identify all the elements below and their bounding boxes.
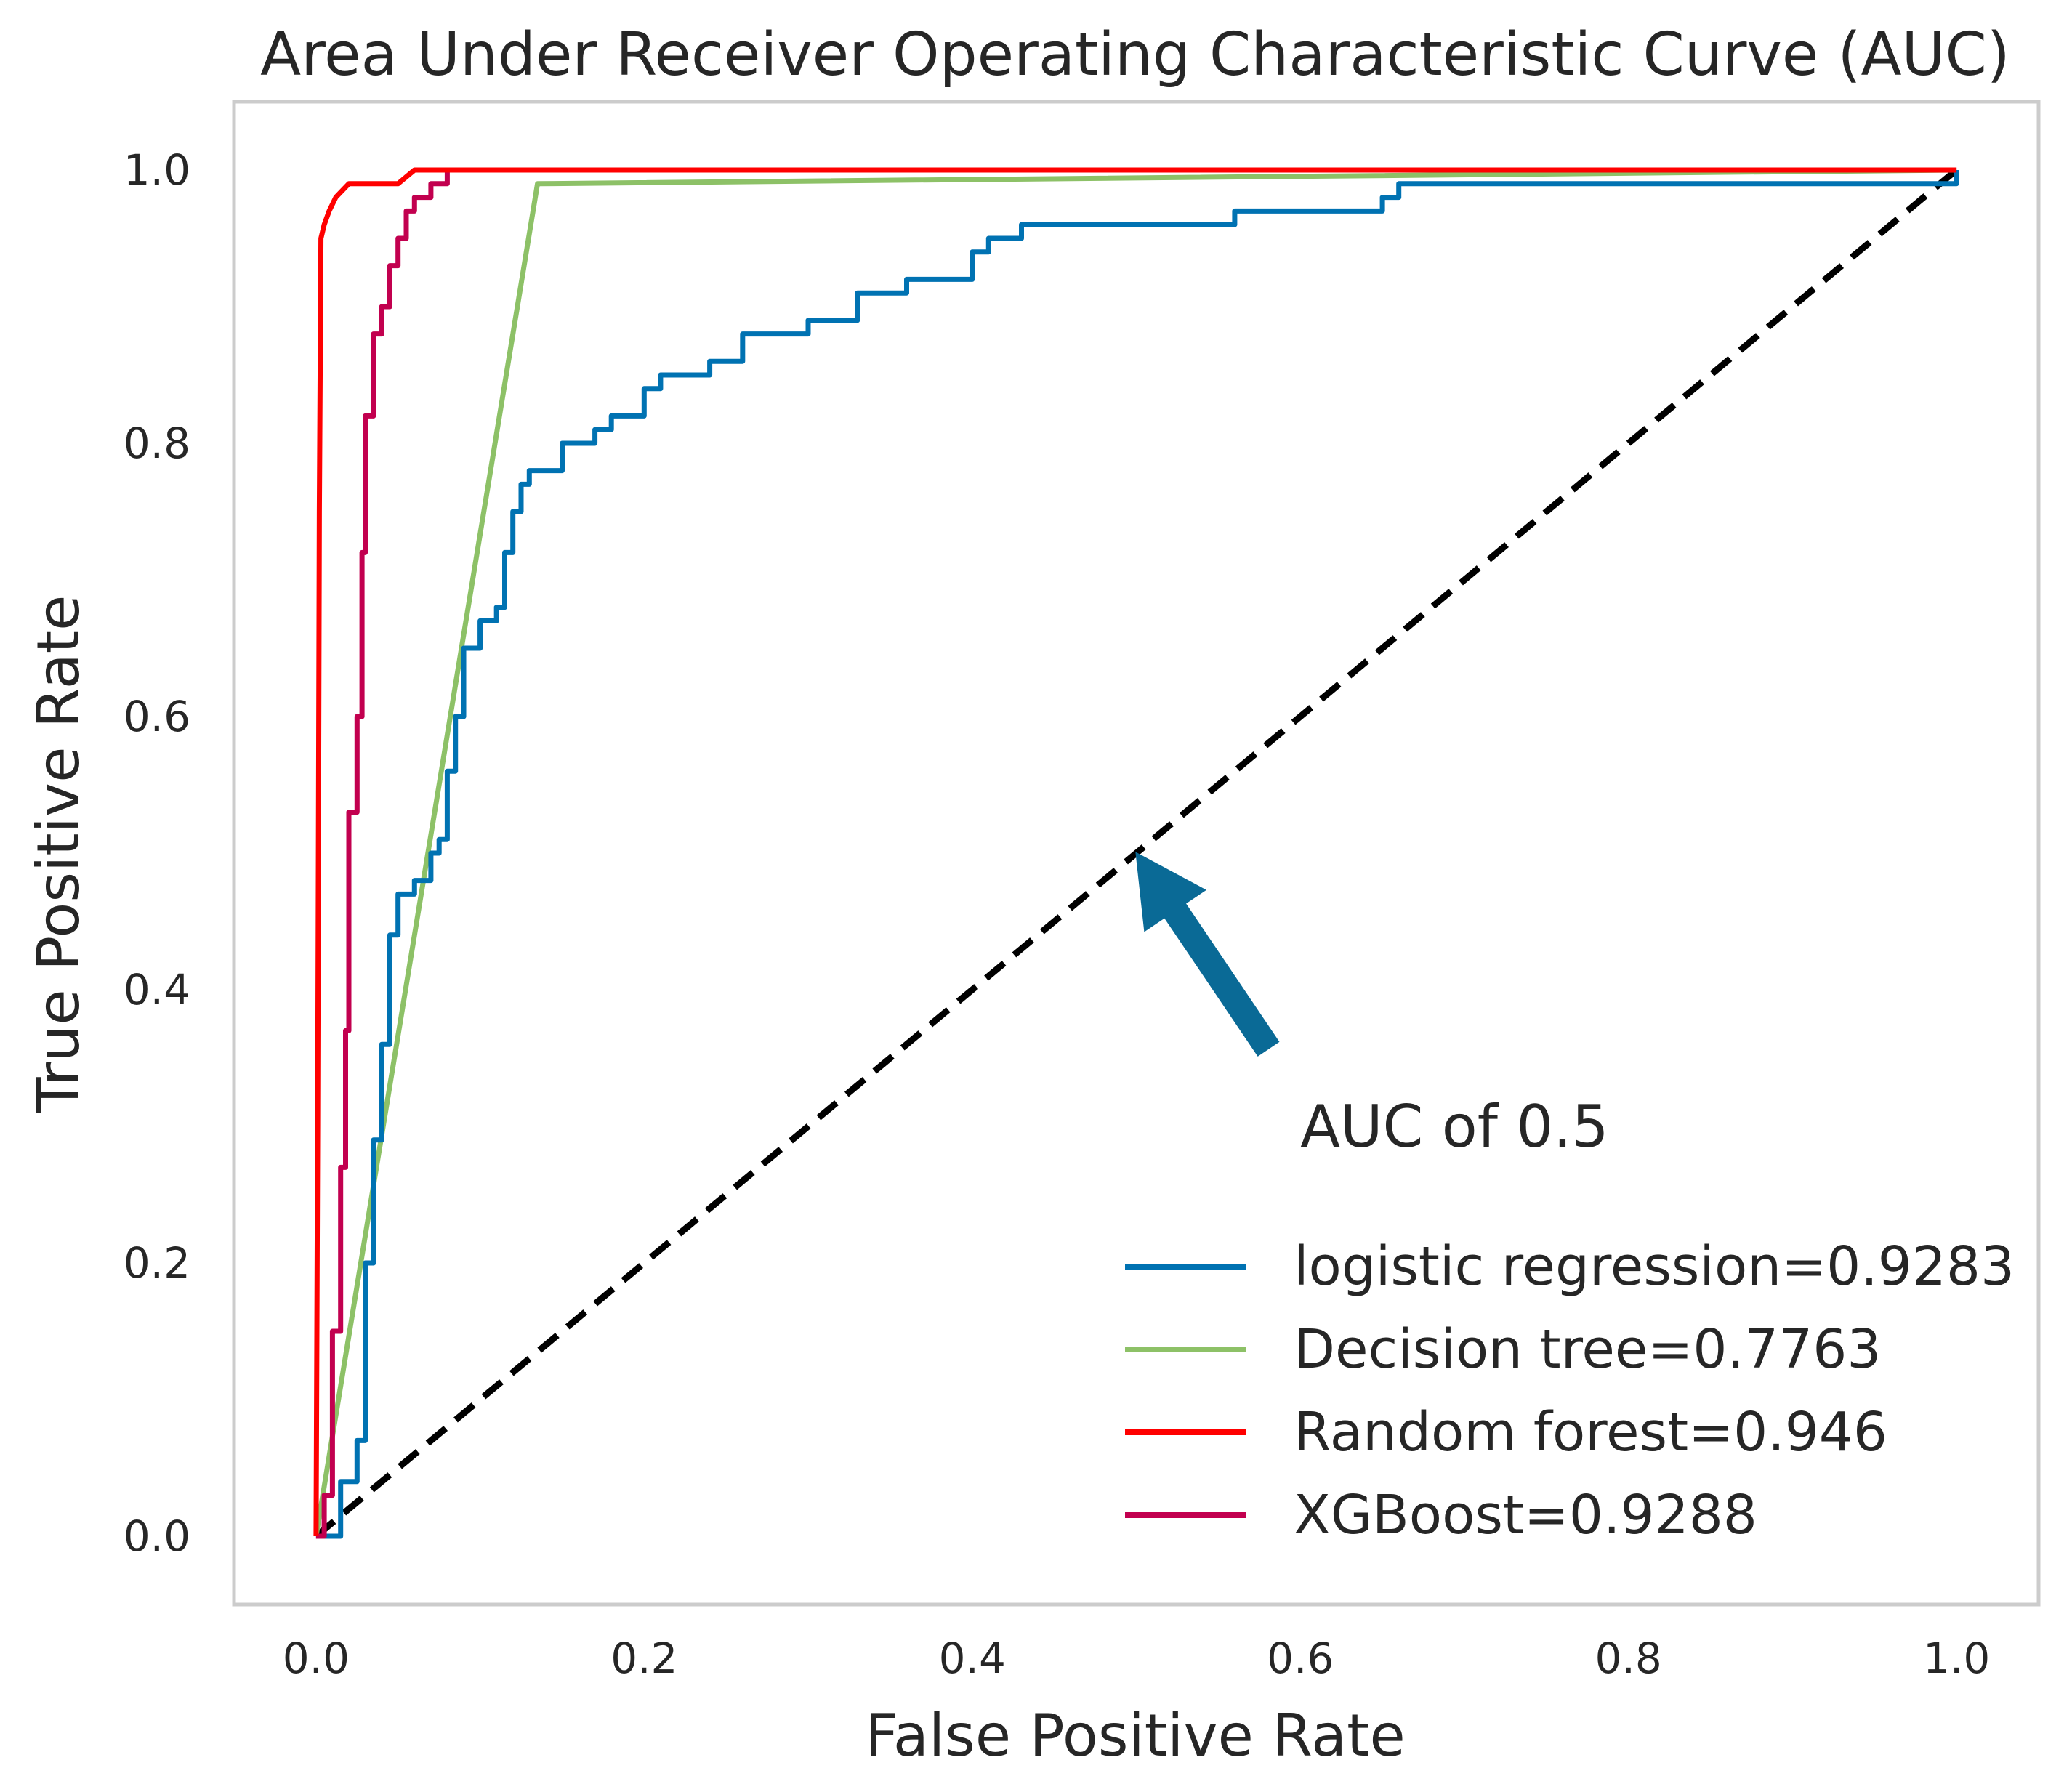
y-axis-ticks: 0.0 0.2 0.4 0.6 0.8 1.0 (124, 145, 190, 1561)
x-tick-label: 0.4 (939, 1634, 1006, 1683)
legend-label-decision-tree: Decision tree=0.7763 (1294, 1318, 1881, 1381)
x-tick-label: 0.2 (610, 1634, 677, 1683)
plot-area-frame (232, 100, 2041, 1607)
series-line-xgboost (315, 167, 1957, 1539)
y-tick-label: 0.2 (124, 1238, 190, 1288)
x-tick-label: 0.6 (1267, 1634, 1334, 1683)
y-tick-label: 0.4 (124, 965, 190, 1014)
y-tick-label: 1.0 (124, 145, 190, 195)
y-tick-label: 0.6 (124, 692, 190, 741)
chart-title: Area Under Receiver Operating Characteri… (260, 20, 2010, 89)
annotation-arrow (1135, 852, 1280, 1057)
series-line-random-forest (313, 167, 1957, 1537)
legend-label-logistic-regression: logistic regression=0.9283 (1294, 1235, 2015, 1298)
x-tick-label: 0.0 (283, 1634, 350, 1683)
x-tick-label: 0.8 (1595, 1634, 1662, 1683)
x-axis-label: False Positive Rate (865, 1702, 1406, 1769)
series-line-logistic-regression (315, 170, 1959, 1539)
x-axis-ticks: 0.0 0.2 0.4 0.6 0.8 1.0 (283, 1634, 1991, 1683)
legend-label-random-forest: Random forest=0.946 (1294, 1401, 1887, 1464)
y-axis-label: True Positive Rate (25, 595, 92, 1114)
y-tick-label: 0.8 (124, 419, 190, 468)
x-tick-label: 1.0 (1923, 1634, 1990, 1683)
y-tick-label: 0.0 (124, 1511, 190, 1561)
series-line-decision-tree (313, 167, 1957, 1537)
annotation-text: AUC of 0.5 (1300, 1093, 1608, 1161)
legend: logistic regression=0.9283 Decision tree=… (1125, 1235, 2015, 1546)
legend-label-xgboost: XGBoost=0.9288 (1294, 1484, 1757, 1546)
annotation: AUC of 0.5 (1135, 852, 1609, 1161)
